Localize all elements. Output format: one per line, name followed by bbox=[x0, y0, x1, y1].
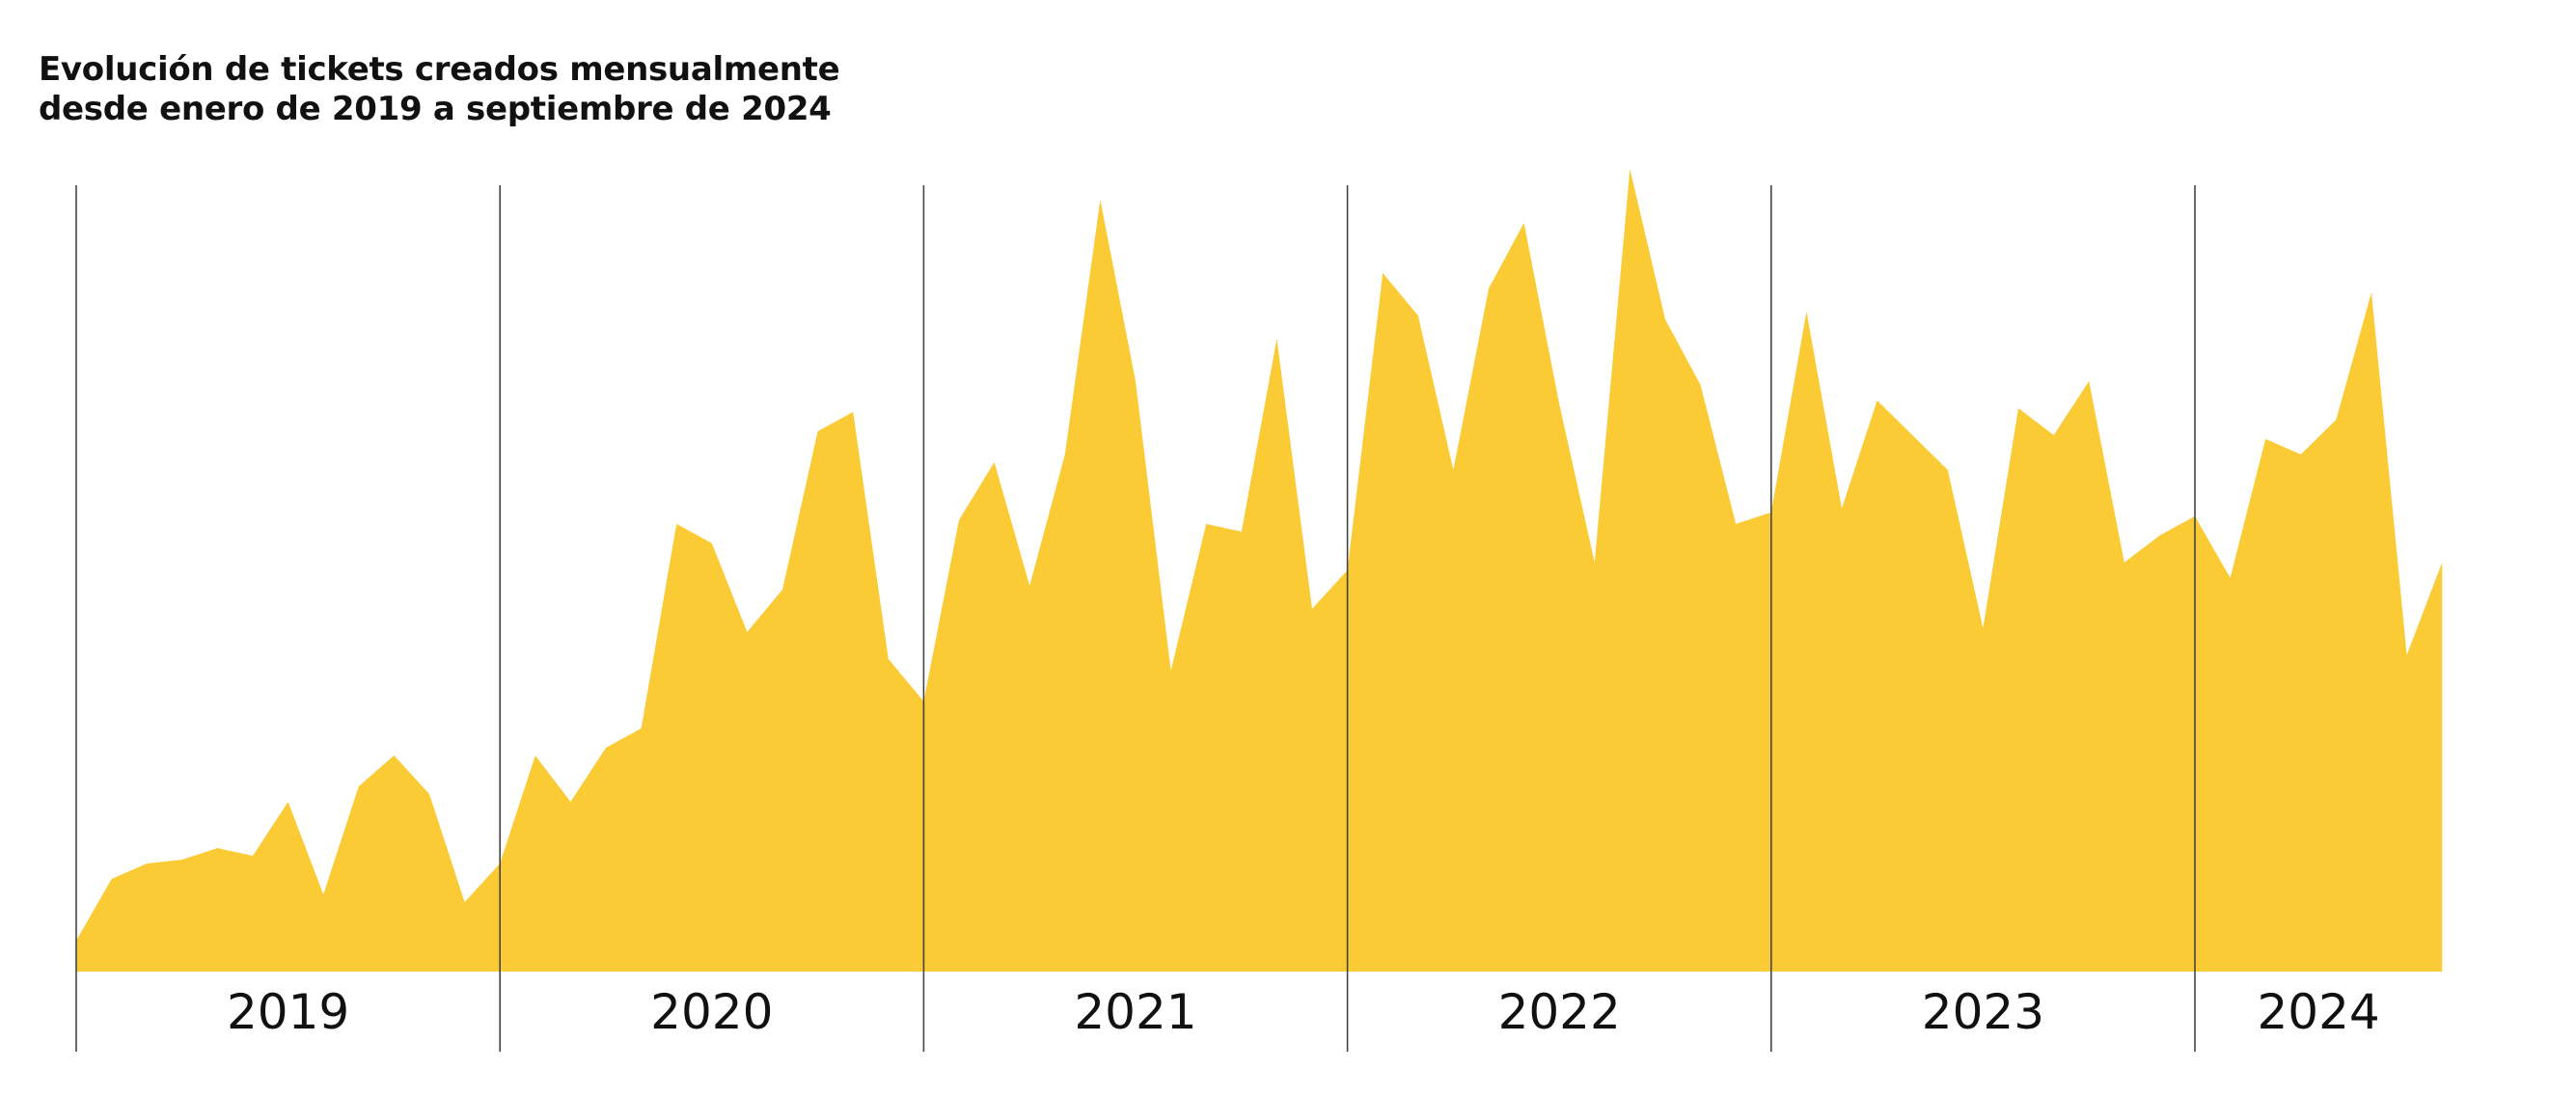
chart-title-line-2: desde enero de 2019 a septiembre de 2024 bbox=[39, 90, 832, 128]
year-dividers bbox=[75, 185, 2196, 1052]
year-label-2021: 2021 bbox=[1074, 984, 1196, 1040]
chart-title: Evolución de tickets creados mensualment… bbox=[39, 50, 840, 129]
year-label-2024: 2024 bbox=[2257, 984, 2379, 1040]
year-label-2022: 2022 bbox=[1498, 984, 1621, 1040]
year-label-2019: 2019 bbox=[227, 984, 349, 1040]
area-layer bbox=[76, 169, 2443, 972]
year-label-2020: 2020 bbox=[650, 984, 773, 1040]
chart-title-line-1: Evolución de tickets creados mensualment… bbox=[39, 50, 840, 89]
year-labels: 2019 2020 2021 2022 2023 2024 bbox=[227, 984, 2380, 1040]
tickets-area-series bbox=[76, 169, 2443, 972]
year-label-2023: 2023 bbox=[1922, 984, 2044, 1040]
